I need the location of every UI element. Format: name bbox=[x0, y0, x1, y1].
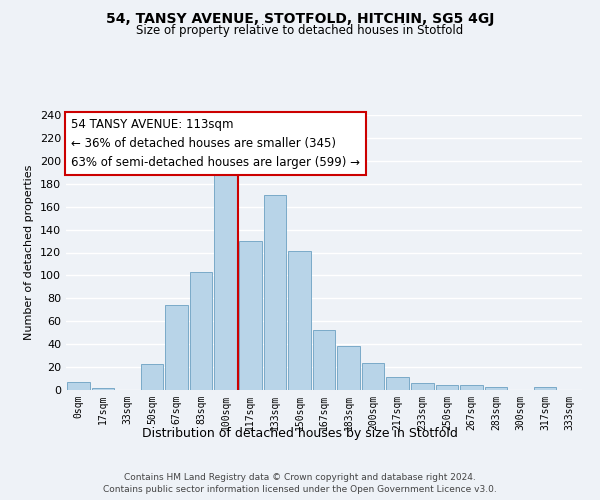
Bar bbox=[386, 378, 409, 390]
Bar bbox=[337, 346, 360, 390]
Bar bbox=[362, 362, 385, 390]
Text: 54 TANSY AVENUE: 113sqm
← 36% of detached houses are smaller (345)
63% of semi-d: 54 TANSY AVENUE: 113sqm ← 36% of detache… bbox=[71, 118, 360, 169]
Bar bbox=[534, 386, 556, 390]
Bar bbox=[411, 383, 434, 390]
Text: 54, TANSY AVENUE, STOTFOLD, HITCHIN, SG5 4GJ: 54, TANSY AVENUE, STOTFOLD, HITCHIN, SG5… bbox=[106, 12, 494, 26]
Bar bbox=[165, 305, 188, 390]
Text: Contains public sector information licensed under the Open Government Licence v3: Contains public sector information licen… bbox=[103, 485, 497, 494]
Text: Contains HM Land Registry data © Crown copyright and database right 2024.: Contains HM Land Registry data © Crown c… bbox=[124, 472, 476, 482]
Bar bbox=[239, 241, 262, 390]
Bar bbox=[92, 388, 114, 390]
Bar bbox=[485, 386, 508, 390]
Text: Size of property relative to detached houses in Stotfold: Size of property relative to detached ho… bbox=[136, 24, 464, 37]
Text: Distribution of detached houses by size in Stotfold: Distribution of detached houses by size … bbox=[142, 428, 458, 440]
Bar bbox=[263, 195, 286, 390]
Bar bbox=[214, 169, 237, 390]
Bar bbox=[288, 252, 311, 390]
Bar bbox=[436, 386, 458, 390]
Y-axis label: Number of detached properties: Number of detached properties bbox=[25, 165, 34, 340]
Bar bbox=[140, 364, 163, 390]
Bar bbox=[460, 386, 483, 390]
Bar bbox=[313, 330, 335, 390]
Bar bbox=[67, 382, 89, 390]
Bar bbox=[190, 272, 212, 390]
